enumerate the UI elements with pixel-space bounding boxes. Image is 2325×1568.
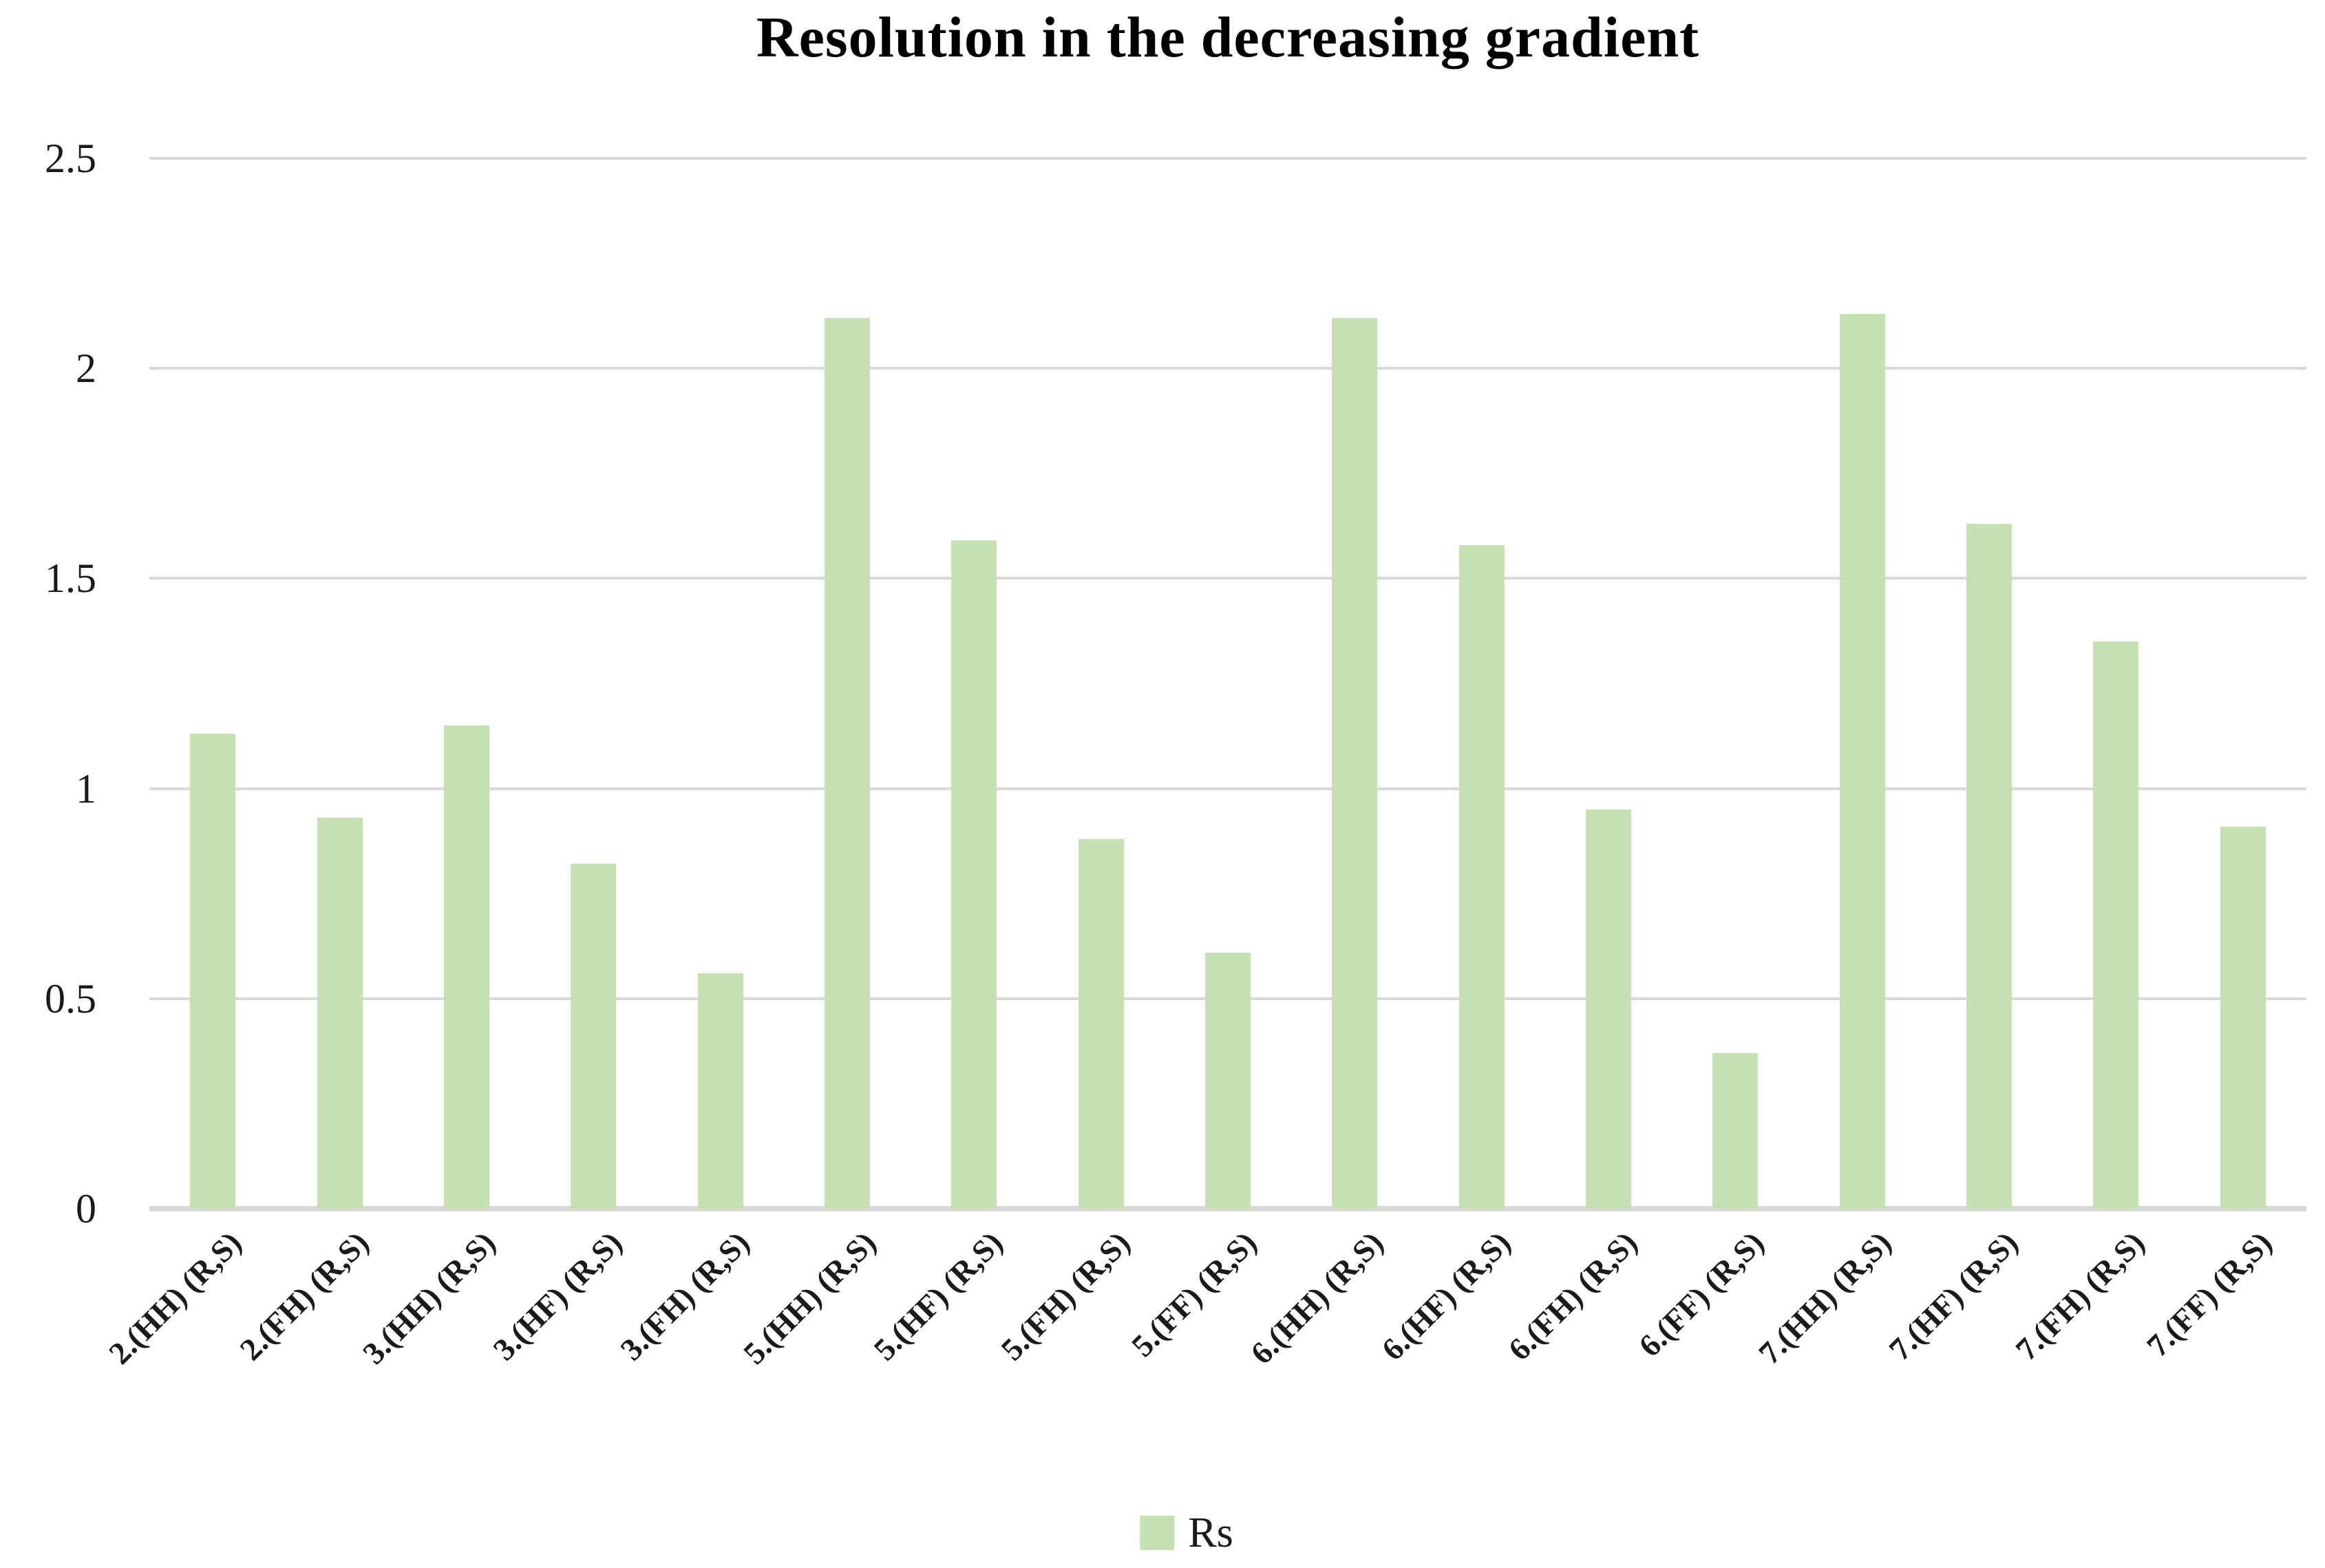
bar-5.(HH) (R,S) xyxy=(824,317,870,1209)
gridline-y-2.5 xyxy=(149,157,2306,160)
bar-3.(HH) (R,S) xyxy=(443,725,489,1209)
gridline-y-1.5 xyxy=(149,577,2306,580)
y-tick-label-0: 0 xyxy=(76,1186,96,1231)
bar-2.(FH) (R,S) xyxy=(317,818,363,1209)
bar-7.(HF) (R,S) xyxy=(1966,524,2013,1209)
x-axis-line xyxy=(149,1206,2306,1211)
legend: Rs xyxy=(1140,1512,1233,1554)
bar-5.(FF) (R,S) xyxy=(1205,952,1251,1209)
gridline-y-1 xyxy=(149,787,2306,790)
bar-5.(FH) (R,S) xyxy=(1078,838,1124,1209)
bar-7.(HH) (R,S) xyxy=(1839,313,1885,1209)
bar-2.(HH) (R,S) xyxy=(190,734,236,1209)
bar-3.(HF) (R,S) xyxy=(571,864,617,1209)
y-tick-label-2.5: 2.5 xyxy=(45,136,96,181)
bar-6.(FF) (R,S) xyxy=(1712,1053,1759,1209)
y-tick-label-2: 2 xyxy=(76,346,96,392)
bar-7.(FF) (R,S) xyxy=(2220,826,2266,1209)
legend-label-rs: Rs xyxy=(1188,1509,1233,1556)
bar-3.(FH) (R,S) xyxy=(697,973,743,1209)
bar-5.(HF) (R,S) xyxy=(951,540,997,1209)
legend-swatch-rs xyxy=(1140,1516,1175,1550)
bar-6.(FH) (R,S) xyxy=(1586,809,1632,1209)
bar-7.(FH) (R,S) xyxy=(2093,641,2139,1209)
y-tick-label-0.5: 0.5 xyxy=(45,975,96,1021)
bar-6.(HH) (R,S) xyxy=(1332,317,1378,1209)
chart-title: Resolution in the decreasing gradient xyxy=(756,6,1700,70)
y-tick-label-1: 1 xyxy=(76,765,96,812)
gridline-y-2 xyxy=(149,367,2306,370)
bar-6.(HF) (R,S) xyxy=(1458,544,1505,1209)
y-tick-label-1.5: 1.5 xyxy=(45,555,96,602)
